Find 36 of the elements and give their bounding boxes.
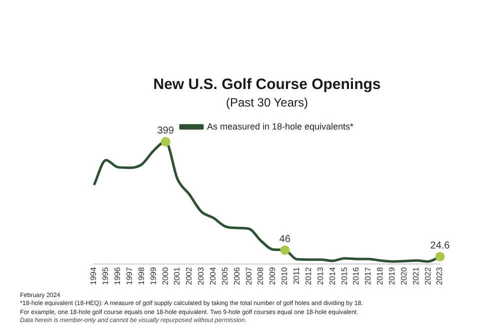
x-tick-label: 2022: [423, 266, 432, 285]
x-tick-label: 2011: [292, 266, 302, 284]
x-tick-label: 2014: [328, 266, 337, 285]
x-tick-label: 2019: [387, 266, 396, 285]
x-tick-label: 1995: [101, 266, 110, 285]
x-tick-label: 2015: [340, 266, 349, 285]
x-tick-label: 2023: [435, 266, 444, 285]
data-label: 399: [157, 125, 174, 136]
data-label: 24.6: [430, 240, 450, 252]
x-tick-label: 2005: [220, 266, 230, 285]
x-tick-label: 2010: [280, 266, 290, 285]
x-tick-label: 2006: [232, 266, 242, 285]
x-tick-label: 2018: [376, 266, 385, 285]
x-tick-label: 2009: [268, 266, 278, 285]
x-tick-label: 2008: [256, 266, 266, 285]
chart-subtitle: (Past 30 Years): [226, 96, 308, 110]
x-tick-label: 2012: [304, 266, 313, 285]
chart-title: New U.S. Golf Course Openings: [153, 76, 381, 94]
x-tick-label: 2020: [399, 266, 408, 285]
x-tick-label: 2016: [352, 266, 361, 285]
x-tick-label: 1997: [124, 266, 134, 285]
x-tick-label: 2001: [172, 266, 182, 285]
x-tick-label: 2007: [244, 266, 254, 285]
x-tick-label: 2004: [208, 266, 218, 285]
x-tick-label: 2013: [316, 266, 325, 285]
x-tick-label: 2002: [184, 266, 194, 285]
x-tick-label: 1998: [136, 266, 146, 285]
data-label: 46: [279, 234, 291, 245]
x-tick-label: 1999: [148, 266, 158, 285]
x-tick-label: 1996: [113, 266, 122, 285]
x-tick-label: 2017: [364, 266, 373, 285]
x-tick-label: 1994: [89, 266, 98, 285]
x-tick-label: 2021: [411, 266, 420, 285]
x-tick-label: 2000: [160, 266, 170, 285]
legend-label: As measured in 18-hole equivalents*: [206, 121, 354, 132]
x-tick-label: 2003: [196, 266, 206, 285]
